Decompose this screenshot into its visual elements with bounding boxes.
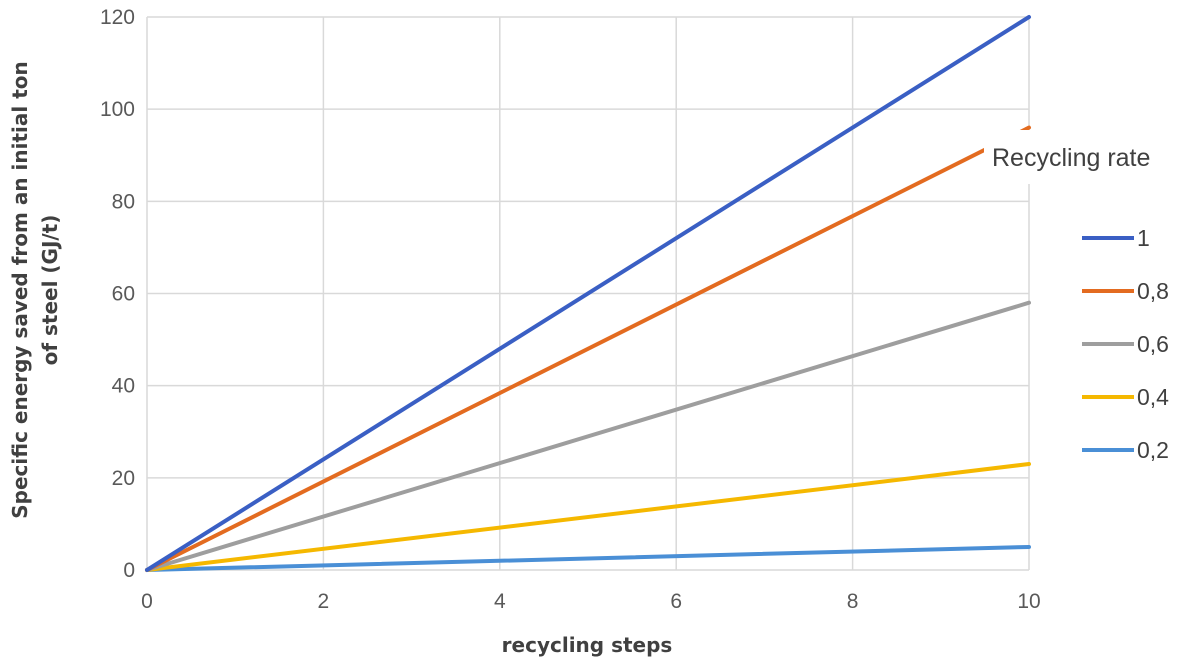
grid xyxy=(146,16,1030,571)
legend-entry-label: 0,4 xyxy=(1137,384,1169,410)
x-axis-ticks: 0 2 4 6 8 10 xyxy=(141,590,1041,613)
legend-title: Recycling rate xyxy=(992,144,1150,172)
y-tick-label: 20 xyxy=(112,467,135,490)
y-tick-label: 40 xyxy=(112,375,135,398)
legend-entry-label: 0,8 xyxy=(1137,278,1169,304)
legend-entry-label: 0,2 xyxy=(1137,437,1169,463)
y-axis-ticks: 0 20 40 60 80 100 120 xyxy=(100,6,135,582)
x-tick-label: 6 xyxy=(670,590,682,613)
x-tick-label: 2 xyxy=(318,590,330,613)
series-line-0-6 xyxy=(145,300,1031,572)
y-tick-label: 120 xyxy=(100,6,135,29)
series-line-0-4 xyxy=(145,462,1031,572)
series-line-0-2 xyxy=(145,544,1031,572)
y-tick-label: 60 xyxy=(112,283,135,306)
y-axis-label-line-2: of steel (GJ/t) xyxy=(38,215,62,366)
legend-entry-label: 1 xyxy=(1137,225,1150,251)
legend-title-background xyxy=(984,130,1200,184)
legend-items: 1 0,8 0,6 0,4 0,2 xyxy=(1082,225,1169,463)
series-lines xyxy=(145,15,1031,572)
x-tick-label: 0 xyxy=(141,590,153,613)
x-tick-label: 8 xyxy=(847,590,859,613)
legend: Recycling rate 1 0,8 0,6 0,4 0,2 xyxy=(984,130,1200,463)
legend-entry-label: 0,6 xyxy=(1137,331,1169,357)
y-tick-label: 0 xyxy=(123,559,135,582)
y-axis-label-line-1: Specific energy saved from an initial to… xyxy=(8,61,32,519)
series-line-1 xyxy=(145,15,1031,572)
y-tick-label: 100 xyxy=(100,98,135,121)
x-tick-label: 4 xyxy=(494,590,506,613)
y-axis-label: Specific energy saved from an initial to… xyxy=(8,61,62,519)
x-axis-label: recycling steps xyxy=(502,633,673,657)
series-line-0-8 xyxy=(145,125,1031,572)
x-tick-label: 10 xyxy=(1017,590,1040,613)
y-tick-label: 80 xyxy=(112,190,135,213)
